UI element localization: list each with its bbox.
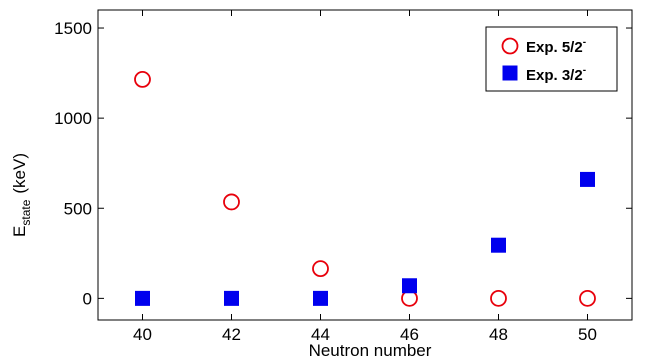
data-point-exp-3-2 [313, 290, 328, 306]
data-point-exp-3-2 [580, 171, 595, 187]
data-point-exp-5-2 [312, 260, 329, 278]
x-tick-label: 40 [133, 325, 152, 344]
plot-frame [97, 9, 633, 321]
legend-marker-exp-3-2 [502, 65, 518, 81]
y-axis-label: Estate (keV) [10, 153, 33, 237]
x-axis: 40 42 44 46 48 50 [133, 10, 597, 344]
plot-area-border [97, 9, 633, 321]
data-point-exp-3-2 [491, 237, 506, 253]
legend: Exp. 5/2- Exp. 3/2- [485, 26, 618, 92]
x-tick-label: 46 [400, 325, 419, 344]
y-axis-label-subscript: state [19, 199, 33, 225]
y-tick-label: 500 [64, 199, 92, 218]
svg-text:Estate(keV): Estate (keV) [10, 153, 33, 237]
y-axis-label-unit: (keV) [10, 153, 29, 194]
data-marks [134, 70, 596, 307]
y-tick-label: 1500 [54, 19, 92, 38]
x-axis-label: Neutron number [309, 341, 432, 360]
y-tick-label: 1000 [54, 109, 92, 128]
data-point-exp-5-2 [223, 193, 240, 211]
x-tick-label: 50 [578, 325, 597, 344]
x-tick-label: 44 [311, 325, 330, 344]
legend-label-exp-5-2: Exp. 5/2- [526, 37, 586, 56]
data-point-exp-5-2 [490, 289, 507, 307]
legend-label-exp-3-2: Exp. 3/2- [526, 65, 586, 84]
data-point-exp-3-2 [135, 290, 150, 306]
x-tick-label: 48 [489, 325, 508, 344]
data-point-exp-3-2 [402, 278, 417, 294]
legend-marker-exp-5-2 [501, 37, 519, 55]
data-point-exp-5-2 [579, 289, 596, 307]
legend-marker-circle [501, 37, 519, 55]
data-point-exp-5-2 [134, 70, 151, 88]
x-tick-label: 42 [222, 325, 241, 344]
data-point-exp-3-2 [224, 290, 239, 306]
y-tick-label: 0 [83, 289, 92, 308]
legend-marker-square [502, 65, 518, 81]
y-axis-label-main: E [10, 226, 29, 237]
y-axis: 0 500 1000 1500 [54, 19, 632, 308]
